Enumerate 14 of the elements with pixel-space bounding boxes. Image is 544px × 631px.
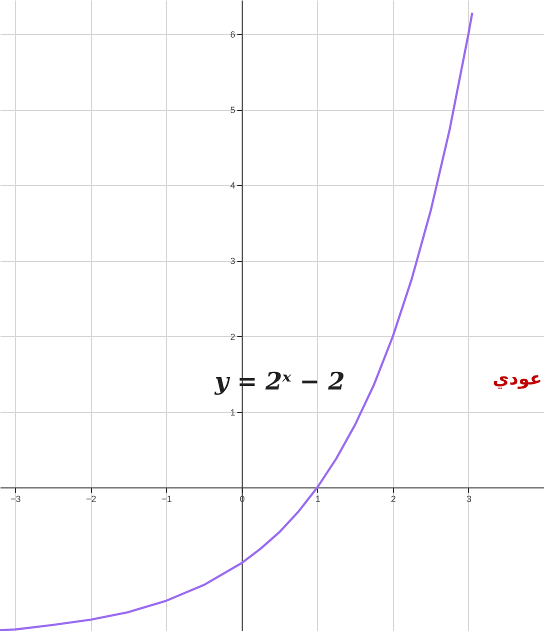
x-tick-label: −1 (162, 494, 172, 504)
y-tick-label: 5 (230, 105, 236, 116)
x-tick-label: −2 (86, 494, 96, 504)
x-tick-label: −3 (10, 494, 21, 504)
x-tick-label: 1 (315, 494, 320, 504)
x-tick-label: 3 (466, 494, 472, 504)
annotation: عودي (492, 368, 542, 390)
x-tick-label: 2 (390, 494, 396, 504)
y-tick-label: 3 (230, 256, 236, 266)
line-series (0, 12, 474, 631)
y-tick-label: 6 (230, 30, 236, 40)
y-tick-label: 2 (230, 332, 236, 342)
y-tick-label: 1 (230, 407, 236, 418)
y-tick-label: 4 (230, 180, 236, 191)
